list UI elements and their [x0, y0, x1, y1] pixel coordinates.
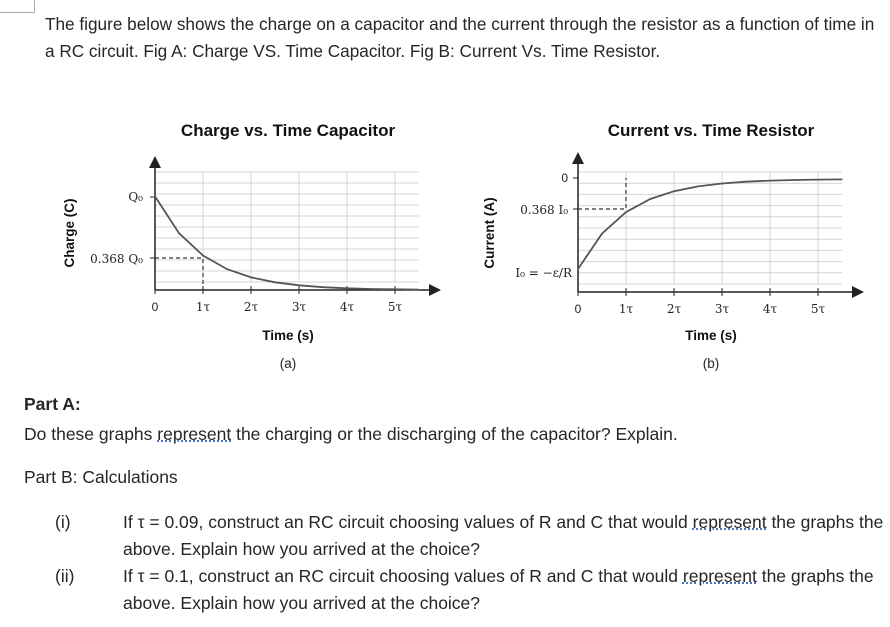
page-corner-mark	[0, 0, 35, 13]
chart-a-grid	[155, 171, 419, 283]
chart-a-data-point	[370, 288, 372, 290]
chart-b-xtick-label: 4τ	[763, 302, 778, 316]
part-b-item-1-post: the graphs the above. Explain how you ar…	[123, 512, 884, 559]
part-b-item-1-text: If τ = 0.09, construct an RC circuit cho…	[123, 509, 890, 563]
chart-a-xtick-label: 2τ	[244, 300, 259, 314]
chart-b-data-point	[817, 179, 819, 181]
chart-b-data-point	[793, 179, 795, 181]
chart-a-data-point	[418, 289, 420, 291]
chart-a-title: Charge vs. Time Capacitor	[181, 121, 396, 140]
chart-a-caption: (a)	[280, 356, 297, 371]
chart-b-tau-guide	[578, 178, 627, 210]
rc-figure: Charge vs. Time Capacitor Charge (C) 0 1τ…	[0, 110, 890, 380]
chart-a-data-point	[394, 288, 396, 290]
chart-b-y-label: Current (A)	[482, 197, 497, 268]
part-b-item-2-post: the graphs the above. Explain how you ar…	[123, 566, 874, 613]
chart-b-x-ticks: 0 1τ 2τ 3τ 4τ 5τ	[575, 288, 826, 316]
chart-b-data-point	[673, 190, 675, 192]
part-a-spell-flagged-word[interactable]: represent	[157, 424, 232, 444]
part-a-question: Do these graphs represent the charging o…	[24, 421, 874, 447]
chart-b-x-label: Time (s)	[685, 328, 737, 343]
chart-b-data-point	[769, 180, 771, 182]
chart-a-data-point	[250, 276, 252, 278]
chart-b-xtick-label: 2τ	[667, 302, 682, 316]
part-b-item-2-pre: If τ = 0.1, construct an RC circuit choo…	[123, 566, 683, 586]
chart-a-xtick-label: 3τ	[292, 300, 307, 314]
chart-a-ytick-q0: Q₀	[128, 190, 143, 204]
chart-a-xtick-label: 1τ	[196, 300, 211, 314]
chart-a-data-point	[274, 281, 276, 283]
chart-a-data-point	[298, 284, 300, 286]
part-b-item-1-spell-flagged-word[interactable]: represent	[692, 512, 767, 532]
chart-b-ytick-i0: I₀ = −ε/R	[515, 266, 573, 280]
chart-a-tau-guide	[155, 257, 204, 290]
chart-a-data-point	[202, 254, 204, 257]
part-a-question-post: the charging or the discharging of the c…	[231, 424, 678, 444]
chart-b-xtick-label: 5τ	[811, 302, 826, 316]
chart-a-ytick-0368q0: 0.368 Q₀	[90, 252, 143, 266]
current-vs-time-chart: Current vs. Time Resistor Current (A) 0 1…	[482, 121, 864, 371]
chart-a-xtick-label: 4τ	[340, 300, 355, 314]
chart-a-data-point	[346, 287, 348, 289]
chart-a-curve	[154, 195, 420, 291]
chart-b-curve	[577, 178, 843, 270]
chart-b-data-point	[745, 181, 747, 183]
chart-b-xtick-label: 1τ	[619, 302, 634, 316]
chart-a-xtick-label: 0	[152, 300, 159, 314]
chart-b-data-point	[697, 185, 699, 187]
chart-a-data-point	[154, 195, 156, 197]
chart-a-data-point	[322, 286, 324, 288]
chart-b-ytick-zero: 0	[561, 171, 568, 185]
part-b-item-1-number: (i)	[55, 512, 71, 532]
chart-b-data-point	[649, 198, 651, 200]
chart-a-data-point	[178, 232, 180, 234]
chart-b-xtick-label: 0	[575, 302, 582, 316]
chart-a-x-ticks: 0 1τ 2τ 3τ 4τ 5τ	[152, 286, 403, 314]
chart-b-grid	[578, 171, 842, 285]
chart-b-data-point	[577, 268, 579, 270]
chart-b-data-point	[625, 211, 627, 213]
charge-vs-time-chart: Charge vs. Time Capacitor Charge (C) 0 1τ…	[62, 121, 441, 371]
chart-b-xtick-label: 3τ	[715, 302, 730, 316]
chart-a-data-point	[226, 268, 228, 270]
chart-b-data-point	[601, 233, 603, 235]
chart-a-y-label: Charge (C)	[62, 198, 77, 267]
part-b-heading: Part B: Calculations	[24, 467, 178, 487]
part-b-item-1-pre: If τ = 0.09, construct an RC circuit cho…	[123, 512, 693, 532]
chart-b-ytick-0368i0: 0.368 I₀	[520, 203, 568, 217]
part-b-item-2-number: (ii)	[55, 566, 75, 586]
intro-paragraph: The figure below shows the charge on a c…	[45, 14, 875, 61]
chart-b-title: Current vs. Time Resistor	[608, 121, 815, 140]
part-b-item-2-spell-flagged-word[interactable]: represent	[682, 566, 757, 586]
chart-a-xtick-label: 5τ	[388, 300, 403, 314]
part-b-item-2-text: If τ = 0.1, construct an RC circuit choo…	[123, 563, 890, 617]
part-a-heading: Part A:	[24, 394, 81, 414]
chart-b-data-point	[721, 182, 723, 185]
chart-b-caption: (b)	[703, 356, 720, 371]
part-a-question-pre: Do these graphs	[24, 424, 158, 444]
chart-a-x-label: Time (s)	[262, 328, 314, 343]
chart-b-data-point	[841, 178, 843, 180]
